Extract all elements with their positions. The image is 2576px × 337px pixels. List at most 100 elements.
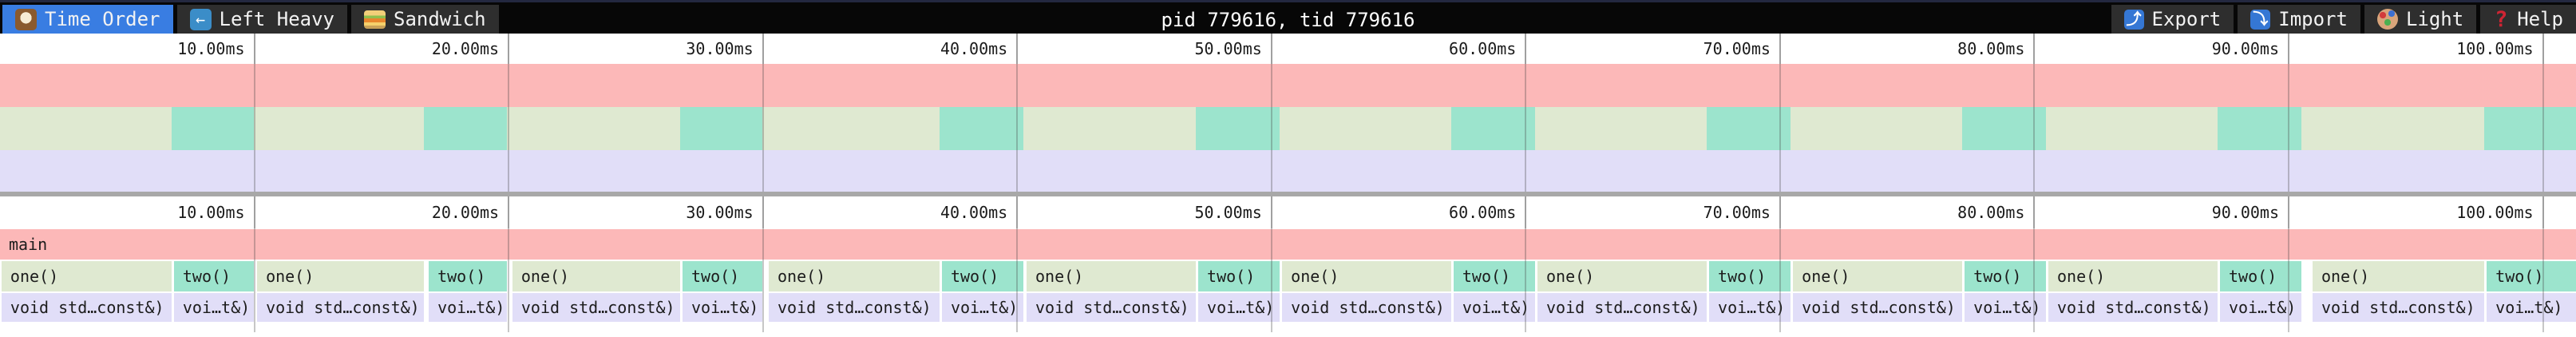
frame-two[interactable]: two() bbox=[1709, 261, 1791, 291]
axis-gridline bbox=[2542, 196, 2544, 228]
clock-icon bbox=[15, 8, 37, 30]
minimap-time-axis: 10.00ms 20.00ms 30.00ms 40.00ms 50.00ms 60.00… bbox=[0, 34, 2576, 64]
frame-main[interactable]: main bbox=[0, 229, 2576, 260]
minimap-frame-two[interactable] bbox=[940, 107, 1023, 150]
axis-tick-label: 90.00ms bbox=[2211, 203, 2280, 222]
flamechart[interactable]: 10.00ms 20.00ms 30.00ms 40.00ms 50.00ms 60.00… bbox=[0, 196, 2576, 337]
axis-tick-label: 30.00ms bbox=[686, 39, 754, 58]
axis-gridline bbox=[1016, 34, 1019, 64]
frame-one[interactable]: one() bbox=[769, 261, 940, 291]
frame-one[interactable]: one() bbox=[1027, 261, 1196, 291]
frame-one[interactable]: one() bbox=[1537, 261, 1707, 291]
frame-one-child[interactable]: void std…const&) bbox=[1282, 293, 1451, 322]
export-button[interactable]: ⤴ Export bbox=[2111, 5, 2234, 34]
help-icon: ? bbox=[2495, 6, 2508, 32]
flamechart-rows: main one() two() one() two() one() two() one()… bbox=[0, 229, 2576, 322]
help-button-label: Help bbox=[2517, 8, 2563, 30]
frame-two[interactable]: two() bbox=[941, 261, 1023, 291]
axis-gridline bbox=[1779, 34, 1781, 64]
frame-one[interactable]: one() bbox=[1282, 261, 1451, 291]
minimap-frame-two[interactable] bbox=[172, 107, 254, 150]
frame-one-child[interactable]: void std…const&) bbox=[1, 293, 172, 322]
axis-gridline bbox=[1525, 196, 1527, 228]
minimap-row-main[interactable] bbox=[0, 64, 2576, 107]
import-icon: ⤵ bbox=[2250, 9, 2271, 30]
frame-two[interactable]: two() bbox=[1453, 261, 1536, 291]
frame-one[interactable]: one() bbox=[1, 261, 172, 291]
frame-one-child[interactable]: void std…const&) bbox=[1537, 293, 1707, 322]
frame-two-child[interactable]: voi…t&) bbox=[941, 293, 1023, 322]
frame-one-child[interactable]: void std…const&) bbox=[512, 293, 681, 322]
import-button-label: Import bbox=[2278, 8, 2348, 30]
axis-gridline bbox=[762, 196, 764, 228]
frame-one-child[interactable]: void std…const&) bbox=[2312, 293, 2484, 322]
minimap-frame-two[interactable] bbox=[1195, 107, 1280, 150]
tab-left-heavy[interactable]: ← Left Heavy bbox=[176, 5, 347, 34]
tab-time-order[interactable]: Time Order bbox=[2, 5, 173, 34]
frame-one[interactable]: one() bbox=[1793, 261, 1962, 291]
frame-two-child[interactable]: voi…t&) bbox=[173, 293, 254, 322]
frame-one[interactable]: one() bbox=[512, 261, 681, 291]
frame-one-child[interactable]: void std…const&) bbox=[1793, 293, 1962, 322]
minimap-frame-two[interactable] bbox=[680, 107, 763, 150]
frame-one[interactable]: one() bbox=[257, 261, 425, 291]
frame-two[interactable]: two() bbox=[2220, 261, 2301, 291]
import-button[interactable]: ⤵ Import bbox=[2238, 5, 2360, 34]
view-tabs: Time Order ← Left Heavy Sandwich bbox=[2, 5, 499, 34]
frame-two[interactable]: two() bbox=[683, 261, 763, 291]
minimap-frame-two[interactable] bbox=[1961, 107, 2047, 150]
theme-toggle-button[interactable]: Light bbox=[2364, 5, 2477, 34]
frame-two[interactable]: two() bbox=[173, 261, 254, 291]
minimap-row-level2[interactable] bbox=[0, 150, 2576, 192]
frame-two[interactable]: two() bbox=[429, 261, 508, 291]
axis-gridline bbox=[253, 196, 255, 228]
axis-tick-label: 70.00ms bbox=[1703, 39, 1771, 58]
axis-tick-label: 20.00ms bbox=[431, 203, 500, 222]
frame-two-child[interactable]: voi…t&) bbox=[1453, 293, 1536, 322]
axis-gridline bbox=[2288, 34, 2290, 64]
minimap-row-level1[interactable] bbox=[0, 107, 2576, 150]
axis-gridline bbox=[762, 34, 764, 64]
minimap-frame-two[interactable] bbox=[2484, 107, 2576, 150]
export-icon: ⤴ bbox=[2123, 9, 2144, 30]
window-title: pid 779616, tid 779616 bbox=[1161, 9, 1415, 31]
frame-one-child[interactable]: void std…const&) bbox=[769, 293, 940, 322]
frame-two[interactable]: two() bbox=[2487, 261, 2576, 291]
frame-two-child[interactable]: voi…t&) bbox=[1709, 293, 1791, 322]
minimap-frame-two[interactable] bbox=[1707, 107, 1791, 150]
tab-sandwich[interactable]: Sandwich bbox=[351, 5, 499, 34]
axis-tick-label: 20.00ms bbox=[431, 39, 500, 58]
frame-one-child[interactable]: void std…const&) bbox=[1027, 293, 1196, 322]
frame-two-child[interactable]: voi…t&) bbox=[683, 293, 763, 322]
axis-tick-label: 50.00ms bbox=[1194, 39, 1262, 58]
axis-tick-label: 50.00ms bbox=[1194, 203, 1262, 222]
minimap-overview[interactable]: 10.00ms 20.00ms 30.00ms 40.00ms 50.00ms 60.00… bbox=[0, 34, 2576, 192]
frame-two[interactable]: two() bbox=[1965, 261, 2047, 291]
axis-gridline bbox=[1016, 196, 1019, 228]
frame-one[interactable]: one() bbox=[2312, 261, 2484, 291]
frame-two-child[interactable]: voi…t&) bbox=[2220, 293, 2301, 322]
axis-tick-label: 40.00ms bbox=[940, 39, 1008, 58]
frame-two-child[interactable]: voi…t&) bbox=[2487, 293, 2576, 322]
help-button[interactable]: ? Help bbox=[2480, 5, 2576, 34]
axis-tick-label: 100.00ms bbox=[2456, 203, 2534, 222]
frame-one[interactable]: one() bbox=[2048, 261, 2218, 291]
frame-one-child[interactable]: void std…const&) bbox=[2048, 293, 2218, 322]
axis-gridline bbox=[508, 34, 510, 64]
frame-two-child[interactable]: voi…t&) bbox=[429, 293, 508, 322]
theme-toggle-label: Light bbox=[2405, 8, 2464, 30]
topbar: Time Order ← Left Heavy Sandwich pid 779… bbox=[0, 0, 2576, 34]
axis-tick-label: 30.00ms bbox=[686, 203, 754, 222]
minimap-frame-two[interactable] bbox=[1451, 107, 1536, 150]
minimap-frame-two[interactable] bbox=[424, 107, 508, 150]
frame-two-child[interactable]: voi…t&) bbox=[1198, 293, 1280, 322]
axis-tick-label: 90.00ms bbox=[2211, 39, 2280, 58]
tab-left-heavy-label: Left Heavy bbox=[219, 8, 335, 30]
frame-one-child[interactable]: void std…const&) bbox=[257, 293, 425, 322]
axis-tick-label: 10.00ms bbox=[177, 203, 245, 222]
frame-two-child[interactable]: voi…t&) bbox=[1965, 293, 2047, 322]
axis-tick-label: 70.00ms bbox=[1703, 203, 1771, 222]
axis-gridline bbox=[1525, 34, 1527, 64]
minimap-frame-two[interactable] bbox=[2218, 107, 2301, 150]
frame-two[interactable]: two() bbox=[1198, 261, 1280, 291]
